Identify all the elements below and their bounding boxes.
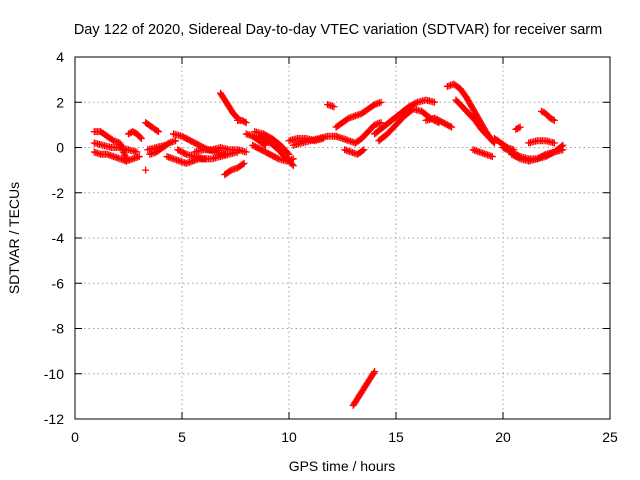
series-arc-13: [217, 89, 242, 122]
data-point: [540, 151, 548, 159]
series-arc-20: [251, 128, 293, 158]
data-points: [90, 80, 567, 409]
series-arc-22: [289, 132, 340, 149]
series-arc-26: [341, 146, 368, 158]
data-point: [261, 141, 269, 149]
x-tick-label: 0: [71, 429, 79, 445]
series-arc-25: [332, 98, 385, 131]
data-point: [285, 150, 293, 158]
data-point: [242, 119, 250, 127]
x-tick-label: 25: [602, 429, 618, 445]
data-point: [142, 166, 150, 174]
data-point: [330, 103, 338, 111]
x-tick-label: 10: [281, 429, 297, 445]
chart-title: Day 122 of 2020, Sidereal Day-to-day VTE…: [74, 22, 602, 38]
data-point: [135, 153, 143, 161]
y-tick-label: 4: [56, 49, 64, 65]
data-point: [515, 154, 523, 162]
series-arc-30: [422, 114, 456, 131]
data-point: [289, 155, 297, 163]
series-arc-28: [371, 96, 439, 138]
data-point: [360, 146, 368, 154]
x-tick-label: 15: [388, 429, 404, 445]
x-tick-label: 5: [178, 429, 186, 445]
y-tick-labels: -12 -10 -8 -6 -4 -2 0 2 4: [44, 49, 64, 427]
y-tick-label: -4: [52, 230, 65, 246]
series-arc-03: [90, 139, 141, 156]
data-point: [448, 123, 456, 131]
series-arc-04: [125, 128, 145, 142]
y-tick-label: -2: [52, 185, 65, 201]
series-arc-07: [142, 166, 150, 174]
axis-ticks: [74, 56, 611, 420]
y-tick-label: 2: [56, 94, 64, 110]
data-point: [359, 147, 367, 155]
data-point: [431, 98, 439, 106]
data-point: [136, 133, 144, 141]
series-arc-09: [146, 137, 180, 158]
y-tick-label: -10: [44, 366, 64, 382]
data-point: [181, 150, 189, 158]
data-point: [172, 137, 180, 145]
series-arc-15: [221, 159, 248, 179]
series-arc-33: [469, 146, 496, 161]
series-arc-38: [525, 137, 558, 147]
data-point: [516, 123, 524, 131]
data-point: [240, 159, 248, 167]
series-arc-06: [142, 119, 162, 136]
data-point: [412, 99, 420, 107]
series-arc-19: [255, 132, 297, 170]
x-axis-label: GPS time / hours: [289, 458, 396, 474]
series-arc-23: [324, 101, 338, 111]
data-point: [377, 98, 385, 106]
series-arc-14: [234, 116, 250, 127]
x-tick-labels: 0 5 10 15 20 25: [71, 429, 618, 445]
data-point: [154, 128, 162, 136]
data-point: [273, 154, 281, 162]
y-tick-label: -12: [44, 411, 64, 427]
series-arc-37: [512, 123, 524, 133]
series-arc-39: [538, 107, 558, 124]
y-tick-label: 0: [56, 140, 64, 156]
data-point: [559, 146, 567, 154]
data-point: [549, 116, 557, 124]
series-arc-36: [508, 146, 567, 165]
data-point: [377, 119, 385, 127]
series-arc-24: [332, 119, 385, 147]
data-point: [550, 139, 558, 147]
data-point: [488, 153, 496, 161]
data-point: [289, 162, 297, 170]
series-arc-05: [122, 153, 143, 165]
y-axis-label: SDTVAR / TECUs: [6, 182, 22, 294]
x-tick-label: 20: [495, 429, 511, 445]
data-point: [370, 369, 378, 377]
data-point: [137, 134, 145, 142]
data-point: [371, 367, 379, 375]
grid-lines: [75, 57, 610, 419]
data-point: [446, 122, 454, 130]
data-point: [515, 124, 523, 132]
series-arc-27: [349, 367, 379, 409]
y-tick-label: -8: [52, 321, 65, 337]
series-arc-12: [174, 146, 242, 163]
data-point: [241, 118, 249, 126]
series-arc-16: [191, 144, 250, 156]
data-point: [284, 149, 292, 157]
series-arc-21: [285, 134, 327, 145]
data-point: [242, 148, 250, 156]
data-point: [239, 160, 247, 168]
data-point: [153, 127, 161, 135]
data-point: [550, 116, 558, 124]
y-tick-label: -6: [52, 275, 65, 291]
data-point: [288, 160, 296, 168]
